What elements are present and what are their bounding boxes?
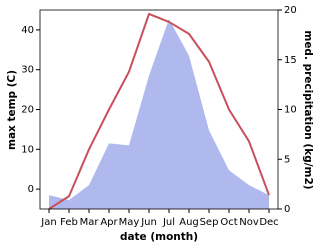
- x-tick-label: Feb: [60, 217, 78, 228]
- y2-tick-label: 10: [284, 105, 297, 116]
- chart: date (month) max temp (C) med. precipita…: [6, 5, 314, 243]
- x-tick-label: Aug: [179, 217, 199, 228]
- x-tick-label: Jul: [162, 217, 175, 228]
- x-tick-label: Mar: [80, 217, 100, 228]
- y-tick-label: 0: [28, 184, 34, 195]
- y-tick-label: 30: [21, 65, 34, 76]
- y2-tick-label: 5: [284, 154, 290, 165]
- y-tick-label: 40: [21, 25, 34, 36]
- x-tick-label: Nov: [239, 217, 259, 228]
- x-tick-label: Apr: [100, 217, 118, 228]
- y2-tick-label: 20: [284, 5, 297, 16]
- y2-tick-label: 15: [284, 55, 297, 66]
- x-tick-label: Jun: [140, 217, 157, 228]
- y-tick-label: 20: [21, 105, 34, 116]
- y2-tick-label: 0: [284, 204, 290, 215]
- x-tick-label: Oct: [220, 217, 237, 228]
- temperature-line: [48, 12, 270, 210]
- x-axis-label: date (month): [120, 231, 198, 243]
- y2-axis-label: med. precipitation (kg/m2): [302, 30, 314, 189]
- x-tick-label: Sep: [200, 217, 219, 228]
- precipitation-area: [49, 18, 269, 209]
- x-tick-label: May: [119, 217, 140, 228]
- x-tick-label: Dec: [259, 217, 278, 228]
- y-axis-label: max temp (C): [6, 70, 18, 150]
- x-tick-label: Jan: [40, 217, 56, 228]
- y-tick-label: 10: [21, 144, 34, 155]
